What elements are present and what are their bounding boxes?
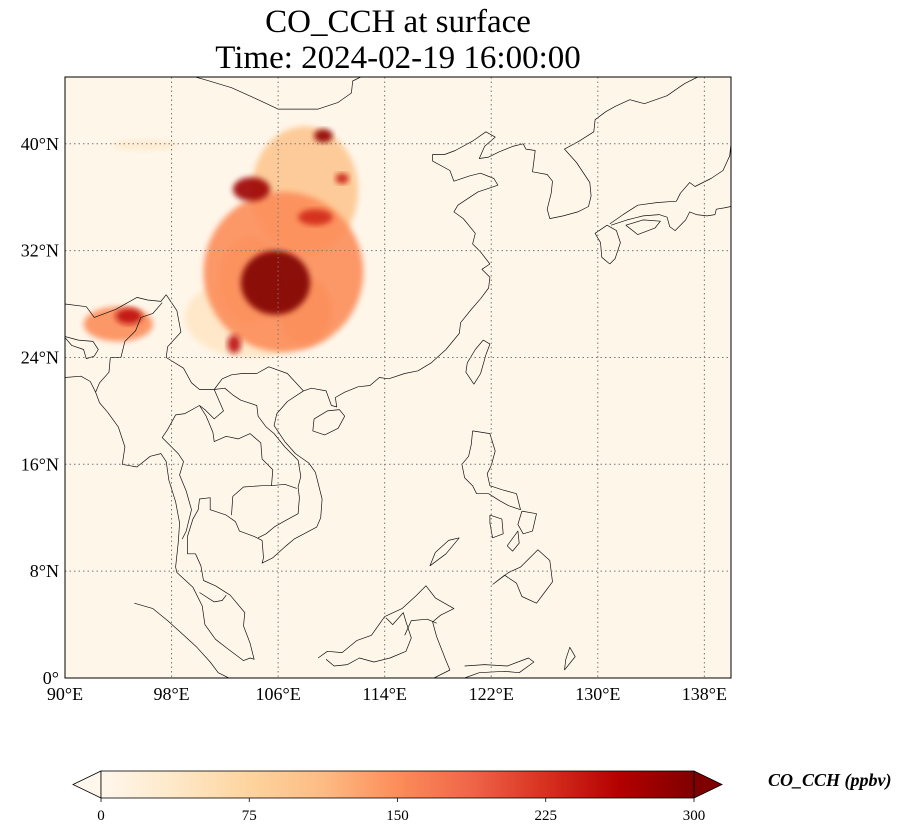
concentration-plume xyxy=(314,129,333,143)
colorbar-label: CO_CCH (ppbv) xyxy=(768,770,892,790)
title-line-1: CO_CCH at surface xyxy=(265,4,531,40)
longitude-tick-label: 138°E xyxy=(682,684,727,704)
latitude-tick-label: 24°N xyxy=(21,347,59,367)
coastline xyxy=(194,77,361,110)
coastline xyxy=(517,510,537,535)
coastline xyxy=(317,585,455,678)
coastline xyxy=(489,514,504,539)
coastline xyxy=(95,302,163,393)
coastline xyxy=(65,336,99,360)
concentration-plume xyxy=(335,173,349,184)
coastline xyxy=(564,646,576,671)
coastline xyxy=(214,387,302,539)
map-background xyxy=(65,77,731,678)
coastline xyxy=(65,77,698,661)
concentration-plume xyxy=(240,250,311,315)
colorbar: 0 75 150 225 300 xyxy=(72,770,723,824)
coastline xyxy=(625,219,661,235)
coastline xyxy=(134,602,229,678)
longitude-tick-label: 98°E xyxy=(153,684,189,704)
latitude-tick-label: 40°N xyxy=(21,134,59,154)
longitude-tick-label: 130°E xyxy=(575,684,620,704)
colorbar-extend-min xyxy=(72,770,102,799)
colorbar-ticks: 0 75 150 225 300 xyxy=(97,798,705,824)
coastline xyxy=(594,224,621,265)
latitude-tick-label: 16°N xyxy=(21,454,59,474)
coastline xyxy=(325,612,412,667)
coastline xyxy=(506,530,520,552)
concentration-plume xyxy=(115,308,143,325)
coastline xyxy=(404,618,437,636)
map-title: CO_CCH at surface Time: 2024-02-19 16:00… xyxy=(65,4,731,76)
concentration-plume xyxy=(232,177,271,202)
coastline xyxy=(231,485,272,516)
latitude-tick-labels: 0° 8°N 16°N 24°N 32°N 40°N xyxy=(21,134,59,688)
longitude-tick-label: 90°E xyxy=(47,684,83,704)
longitude-tick-label: 106°E xyxy=(256,684,301,704)
coastlines xyxy=(65,77,731,678)
colorbar-tick-label: 300 xyxy=(683,808,706,824)
colorbar-gradient xyxy=(100,770,695,799)
coastline xyxy=(464,657,535,678)
concentration-plume xyxy=(227,334,241,354)
coastline xyxy=(492,549,553,604)
colorbar-tick-label: 0 xyxy=(97,808,105,824)
colorbar-extend-max xyxy=(693,770,723,799)
latitude-tick-label: 32°N xyxy=(21,241,59,261)
coastline xyxy=(65,294,167,318)
longitude-tick-label: 114°E xyxy=(362,684,407,704)
gridlines xyxy=(65,77,731,678)
coastline xyxy=(161,389,224,540)
concentration-plume xyxy=(111,139,179,151)
colorbar-tick-label: 150 xyxy=(386,808,409,824)
coastline xyxy=(312,409,346,436)
coastline xyxy=(429,537,460,567)
colorbar-tick-label: 225 xyxy=(535,808,558,824)
concentration-plume xyxy=(298,209,333,226)
coastline xyxy=(199,592,227,603)
map-frame xyxy=(64,76,732,679)
concentration-field xyxy=(83,126,364,358)
latitude-tick-label: 8°N xyxy=(30,561,59,581)
map-axes: 90°E 98°E 106°E 114°E 122°E 130°E 138°E 0° 8°N 1… xyxy=(21,76,732,704)
coastline xyxy=(609,143,731,225)
coastline xyxy=(610,206,731,231)
coastline xyxy=(465,339,491,385)
colorbar-tick-label: 75 xyxy=(242,808,257,824)
latitude-tick-label: 0° xyxy=(43,668,59,688)
coastline xyxy=(165,294,304,392)
longitude-tick-label: 122°E xyxy=(469,684,514,704)
longitude-tick-labels: 90°E 98°E 106°E 114°E 122°E 130°E 138°E xyxy=(47,684,727,704)
title-line-2: Time: 2024-02-19 16:00:00 xyxy=(215,40,581,76)
